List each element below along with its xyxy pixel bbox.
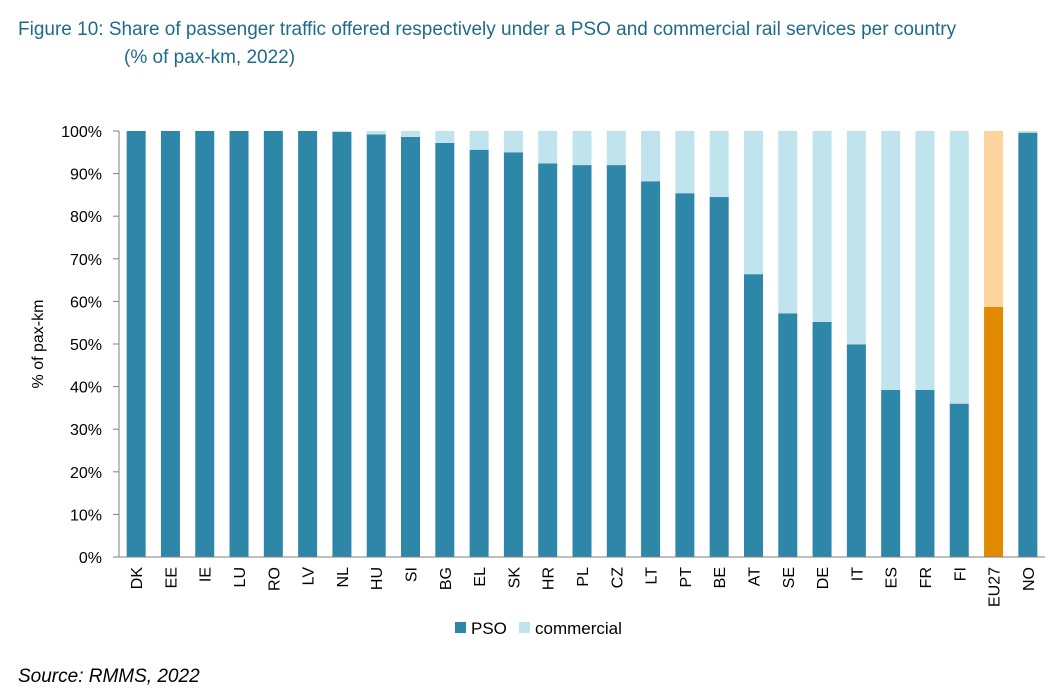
x-tick-label: DK (129, 567, 146, 590)
x-tick-label: PT (678, 567, 695, 588)
bar-commercial-nl (332, 131, 352, 132)
bar-commercial-eu27 (984, 131, 1004, 307)
chart-subtitle: (% of pax-km, 2022) (124, 47, 296, 68)
bar-commercial-no (1018, 131, 1038, 133)
x-tick-label: RO (266, 567, 283, 591)
bar-pso-lt (641, 181, 661, 557)
bar-pso-lv (298, 131, 318, 557)
x-tick-label: HR (541, 567, 558, 590)
bar-pso-bg (435, 142, 455, 558)
legend: PSO commercial (455, 619, 622, 638)
legend-swatch (519, 622, 530, 633)
bar-commercial-de (812, 131, 832, 322)
bar-pso-ee (160, 131, 180, 557)
stacked-bar-chart: 0% 10% 20% 30% 40% 50% 60% 70% 80% 90% 100% DK EE IE… (30, 124, 1045, 638)
chart-title: Figure 10: Share of passenger traffic of… (18, 19, 957, 40)
y-tick-label: 50% (70, 337, 102, 354)
x-tick-label: BE (712, 567, 729, 588)
bar-commercial-sk (503, 131, 523, 153)
x-tick-label: FI (952, 567, 969, 581)
bar-commercial-fr (915, 131, 935, 391)
y-tick-label: 90% (70, 167, 102, 184)
y-tick-label: 0% (79, 550, 102, 567)
bar-pso-hu (366, 134, 386, 557)
bar-pso-be (709, 197, 729, 557)
bar-pso-el (469, 149, 489, 557)
y-tick-label: 70% (70, 252, 102, 269)
bar-pso-fr (915, 390, 935, 557)
bar-pso-pt (675, 193, 695, 558)
bar-pso-no (1018, 132, 1038, 558)
x-tick-label: FR (918, 567, 935, 588)
x-tick-label: EE (163, 567, 180, 588)
x-tick-label: HU (369, 567, 386, 590)
bar-pso-fi (949, 403, 969, 557)
bar-commercial-si (401, 131, 421, 137)
bar-commercial-pt (675, 131, 695, 194)
bar-pso-eu27 (984, 306, 1004, 557)
bar-pso-se (778, 313, 798, 557)
bar-commercial-lt (641, 131, 661, 182)
bar-commercial-el (469, 131, 489, 150)
bar-pso-at (743, 274, 763, 557)
x-tick-label: BG (438, 567, 455, 590)
bar-pso-it (846, 344, 866, 557)
bar-pso-cz (606, 165, 626, 557)
x-tick-label: ES (884, 567, 901, 588)
bar-pso-ie (195, 131, 215, 557)
bar-pso-hr (538, 163, 558, 557)
x-tick-label: SK (506, 567, 523, 589)
y-tick-label: 30% (70, 422, 102, 439)
bar-commercial-se (778, 131, 798, 314)
bars-group (126, 131, 1038, 558)
bar-commercial-fi (949, 131, 969, 404)
x-tick-label: IT (849, 567, 866, 581)
x-tick-label: CZ (609, 567, 626, 589)
source-note: Source: RMMS, 2022 (18, 666, 200, 687)
x-tick-label: IE (198, 567, 215, 582)
x-tick-label: EU27 (987, 567, 1004, 607)
bar-commercial-be (709, 131, 729, 198)
x-tick-label: LT (644, 567, 661, 585)
y-tick-label: 40% (70, 380, 102, 397)
bar-commercial-hu (366, 131, 386, 135)
bar-pso-pl (572, 165, 592, 557)
bar-pso-si (401, 136, 421, 558)
x-tick-label: DE (815, 567, 832, 589)
bar-pso-dk (126, 131, 146, 557)
legend-label: PSO (471, 619, 507, 638)
legend-label: commercial (535, 619, 622, 638)
bar-pso-es (881, 390, 901, 557)
y-tick-label: 60% (70, 294, 102, 311)
legend-swatch (455, 622, 466, 633)
bar-commercial-it (846, 131, 866, 345)
bar-pso-sk (503, 152, 523, 558)
x-tick-label: NO (1021, 567, 1038, 591)
y-tick-label: 80% (70, 209, 102, 226)
bar-commercial-hr (538, 131, 558, 164)
y-tick-label: 20% (70, 465, 102, 482)
y-axis-label: % of pax-km (30, 300, 47, 389)
bar-commercial-pl (572, 131, 592, 166)
x-tick-label: PL (575, 567, 592, 587)
y-tick-label: 100% (61, 124, 102, 141)
bar-commercial-bg (435, 131, 455, 143)
x-tick-label: EL (472, 567, 489, 587)
bar-commercial-cz (606, 131, 626, 166)
bar-pso-nl (332, 131, 352, 558)
x-axis: DK EE IE LU RO LV NL HU SI BG EL SK HR PL CZ LT PT BE AT SE… (119, 556, 1045, 607)
bar-commercial-es (881, 131, 901, 391)
x-tick-label: SI (404, 567, 421, 582)
x-tick-label: LV (301, 567, 318, 586)
x-tick-label: NL (335, 567, 352, 588)
x-tick-label: LU (232, 567, 249, 587)
y-tick-label: 10% (70, 507, 102, 524)
bar-commercial-at (743, 131, 763, 275)
x-tick-label: SE (781, 567, 798, 588)
x-tick-label: AT (746, 567, 763, 586)
y-axis: 0% 10% 20% 30% 40% 50% 60% 70% 80% 90% 100% (61, 124, 120, 567)
bar-pso-lu (229, 131, 249, 557)
bar-pso-ro (263, 131, 283, 557)
bar-pso-de (812, 321, 832, 557)
